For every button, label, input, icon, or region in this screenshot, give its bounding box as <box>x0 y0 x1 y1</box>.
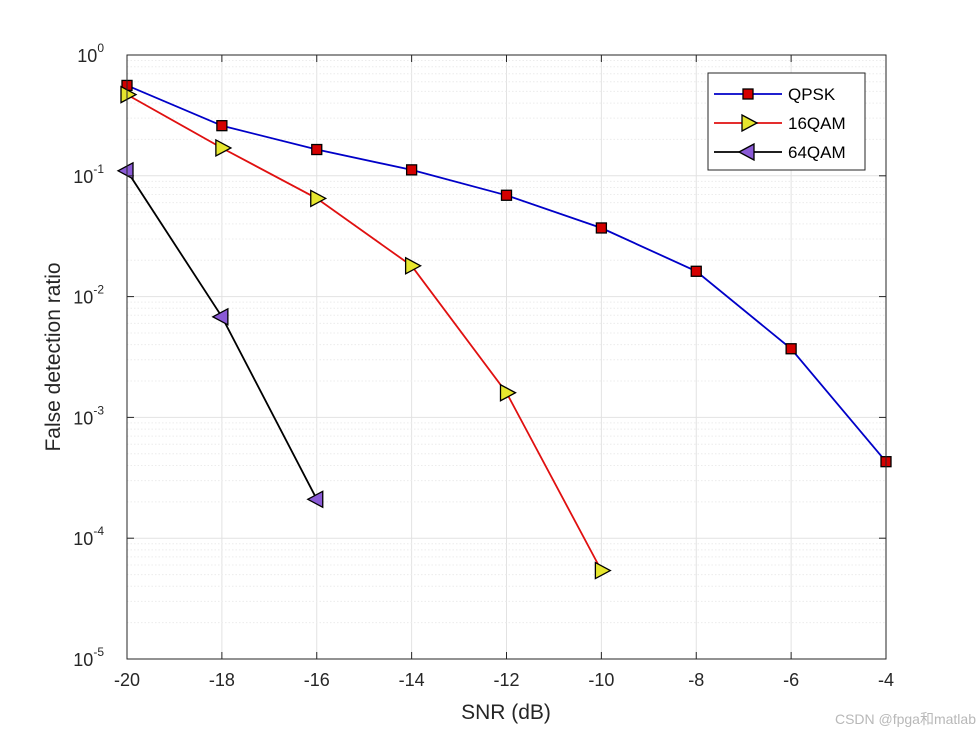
y-tick-exponent: 0 <box>97 41 104 55</box>
legend-item-16qam: 16QAM <box>714 113 846 133</box>
x-tick-label: -4 <box>878 670 894 690</box>
data-point-64qam <box>116 161 134 180</box>
legend-marker <box>737 142 755 162</box>
y-ticks: 100 10-1 10-2 10-3 10-4 10-5 <box>73 41 886 670</box>
data-point-16qam <box>499 383 517 402</box>
data-point-qpsk <box>311 143 323 156</box>
y-tick-exponent: -4 <box>93 524 104 538</box>
data-point-16qam <box>120 85 138 104</box>
y-axis-label: False detection ratio <box>42 262 65 451</box>
x-ticks: -20 -18 -16 -14 -12 -10 -8 -6 -4 <box>114 55 894 690</box>
legend-item-qpsk: QPSK <box>714 85 836 104</box>
y-tick-exponent: -3 <box>93 403 104 417</box>
y-tick-exponent: -1 <box>93 162 104 176</box>
x-tick-label: -14 <box>399 670 425 690</box>
data-point-16qam <box>404 256 423 275</box>
y-tick-label: 10-4 <box>73 524 104 549</box>
watermark: CSDN @fpga和matlab <box>835 711 976 727</box>
y-tick-label: 10-5 <box>73 645 104 670</box>
x-tick-label: -6 <box>783 670 799 690</box>
y-tick-label: 10-1 <box>73 162 104 187</box>
x-axis-label: SNR (dB) <box>461 701 551 724</box>
series-16qam <box>120 85 612 580</box>
data-point-64qam <box>306 490 324 509</box>
x-tick-label: -18 <box>209 670 235 690</box>
series-layer <box>116 79 892 580</box>
data-point-qpsk <box>595 222 608 234</box>
legend-label: 64QAM <box>788 143 846 162</box>
y-tick-exponent: -2 <box>93 283 104 297</box>
series-line-16qam <box>126 93 603 571</box>
legend-box <box>707 72 866 171</box>
series-64qam <box>116 161 324 509</box>
data-point-16qam <box>215 138 233 158</box>
legend-label: 16QAM <box>788 114 846 133</box>
data-point-qpsk <box>216 120 228 132</box>
data-point-qpsk <box>690 265 702 277</box>
data-point-qpsk <box>405 164 418 176</box>
y-tick-label: 10-3 <box>73 403 104 428</box>
legend-item-64qam: 64QAM <box>714 142 846 162</box>
data-point-64qam <box>211 307 229 326</box>
legend-label: QPSK <box>788 85 836 104</box>
x-tick-label: -8 <box>688 670 704 690</box>
legend: QPSK 16QAM 64QAM <box>707 72 866 171</box>
legend-marker <box>742 88 754 100</box>
data-point-16qam <box>310 189 328 208</box>
x-tick-label: -12 <box>493 670 519 690</box>
data-point-qpsk <box>785 343 797 355</box>
x-tick-label: -10 <box>588 670 614 690</box>
data-point-16qam <box>594 561 612 580</box>
data-point-qpsk <box>500 189 513 201</box>
y-tick-label: 100 <box>77 41 104 66</box>
x-tick-label: -20 <box>114 670 140 690</box>
legend-marker <box>741 113 759 133</box>
y-tick-label: 10-2 <box>73 283 104 308</box>
x-tick-label: -16 <box>304 670 330 690</box>
y-tick-exponent: -5 <box>93 645 104 659</box>
